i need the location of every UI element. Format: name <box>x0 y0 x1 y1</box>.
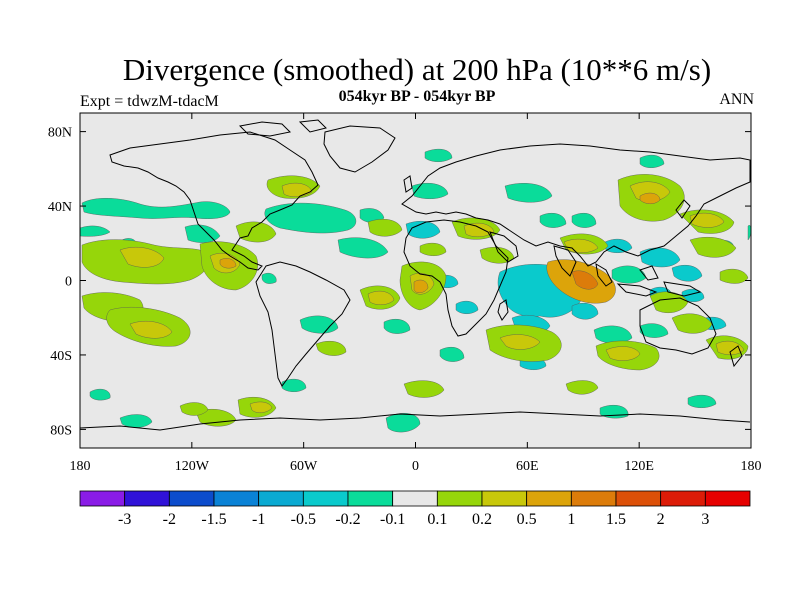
lat-tick-label: 0 <box>65 275 72 290</box>
colorbar-label: 1 <box>567 511 575 528</box>
colorbar-box <box>124 490 170 507</box>
colorbar-box <box>704 490 751 507</box>
colorbar-box <box>436 490 483 507</box>
colorbar-label: -0.5 <box>291 511 316 528</box>
colorbar-box <box>526 490 572 507</box>
colorbar-box <box>660 490 706 507</box>
colorbar-label: 0.1 <box>427 511 447 528</box>
colorbar-box <box>615 490 662 507</box>
period-label: 054kyr BP - 054kyr BP <box>338 88 496 105</box>
colorbar-box <box>258 490 304 507</box>
lat-tick-label: 80N <box>48 126 72 141</box>
lon-tick-label: 180 <box>741 459 762 474</box>
colorbar-box <box>481 490 528 507</box>
lon-tick-label: 180 <box>70 459 91 474</box>
longitude-axis: 180 120W 60W 0 60E 120E 180 <box>70 113 762 474</box>
lon-tick-label: 60E <box>516 459 539 474</box>
colorbar-box <box>168 490 215 507</box>
lon-tick-label: 60W <box>290 459 318 474</box>
colorbar-label: -3 <box>118 511 131 528</box>
colorbar-label: 2 <box>657 511 665 528</box>
coastlines <box>80 119 751 431</box>
colorbar-box <box>347 490 394 507</box>
colorbar-box <box>392 490 438 507</box>
colorbar-box <box>79 490 126 507</box>
experiment-label: Expt = tdwzM-tdacM <box>80 93 219 110</box>
lon-tick-label: 120W <box>175 459 210 474</box>
lon-tick-label: 120E <box>624 459 654 474</box>
lon-tick-label: 0 <box>412 459 419 474</box>
lat-tick-label: 40N <box>48 200 72 215</box>
colorbar-label: 1.5 <box>606 511 626 528</box>
colorbar-label: 0.2 <box>472 511 492 528</box>
colorbar-box <box>302 490 349 507</box>
lat-tick-label: 80S <box>50 423 72 438</box>
colorbar-box <box>213 490 260 507</box>
colorbar-label: 0.5 <box>517 511 537 528</box>
season-label: ANN <box>719 91 754 108</box>
lat-tick-label: 40S <box>50 349 72 364</box>
colorbar-label: 3 <box>701 511 709 528</box>
colorbar-label: -1 <box>252 511 265 528</box>
colorbar-label: -0.2 <box>335 511 360 528</box>
latitude-axis: 80N 40N 0 40S 80S <box>48 126 751 438</box>
colorbar-label: -0.1 <box>380 511 405 528</box>
colorbar-label: -1.5 <box>201 511 226 528</box>
divergence-field <box>80 148 751 433</box>
colorbar-label: -2 <box>163 511 176 528</box>
colorbar-box <box>570 490 617 507</box>
plot-title: Divergence (smoothed) at 200 hPa (10**6 … <box>122 52 712 87</box>
